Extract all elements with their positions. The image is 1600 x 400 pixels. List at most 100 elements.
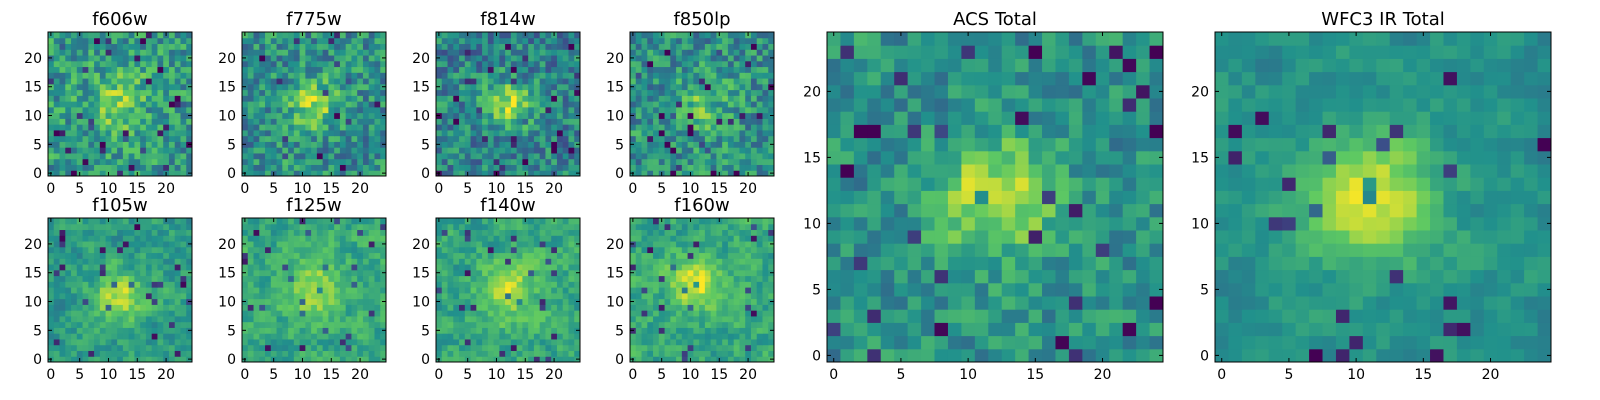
heatmap-cell	[568, 101, 575, 108]
heatmap-cell	[76, 43, 84, 50]
heatmap-cell	[168, 152, 176, 160]
heatmap-cell	[122, 338, 130, 346]
heatmap-cell	[151, 287, 158, 294]
heatmap-cell	[768, 106, 775, 114]
heatmap-cell	[168, 310, 176, 317]
heatmap-cell	[299, 141, 306, 148]
heatmap-cell	[99, 258, 107, 265]
heatmap-cell	[82, 315, 89, 323]
heatmap-cell	[82, 83, 89, 91]
heatmap-cell	[768, 78, 775, 85]
heatmap-cell	[762, 147, 769, 154]
heatmap-cell	[288, 321, 295, 328]
heatmap-cell	[516, 152, 523, 160]
heatmap-cell	[316, 275, 324, 282]
heatmap-cell	[247, 356, 255, 363]
heatmap-cell	[630, 304, 637, 311]
heatmap-cell	[351, 269, 358, 277]
heatmap-cell	[539, 264, 546, 271]
heatmap-cell	[482, 235, 489, 242]
heatmap-cell	[339, 246, 347, 254]
heatmap-cell	[722, 344, 729, 351]
heatmap-cell	[516, 95, 523, 102]
heatmap-cell	[305, 344, 312, 351]
heatmap-cell	[739, 321, 746, 328]
heatmap-cell	[322, 66, 329, 73]
heatmap-cell	[270, 310, 278, 317]
heatmap-cell	[635, 37, 643, 45]
heatmap-cell	[441, 43, 449, 50]
heatmap-cell	[436, 264, 443, 271]
heatmap-cell	[94, 298, 101, 305]
heatmap-cell	[545, 124, 552, 131]
heatmap-cell	[186, 275, 193, 282]
heatmap-cell	[328, 350, 335, 357]
heatmap-cell	[82, 32, 89, 39]
heatmap-cell	[311, 129, 318, 137]
heatmap-cell	[380, 333, 387, 340]
heatmap-cell	[476, 304, 483, 311]
heatmap-cell	[722, 287, 729, 294]
heatmap-cell	[476, 101, 483, 108]
heatmap-cell	[247, 264, 255, 271]
heatmap-cell	[163, 37, 170, 45]
heatmap-cell	[459, 124, 466, 131]
heatmap-cell	[380, 129, 387, 137]
heatmap-cell	[293, 118, 301, 125]
heatmap-cell	[157, 315, 164, 323]
heatmap-cell	[288, 124, 295, 131]
heatmap-cell	[510, 229, 518, 236]
heatmap-cell	[111, 135, 118, 142]
heatmap-cell	[647, 124, 654, 131]
heatmap-cell	[117, 72, 124, 79]
heatmap-cell	[168, 170, 176, 177]
heatmap-cell	[670, 333, 677, 340]
heatmap-cell	[693, 298, 700, 305]
heatmap-cell	[653, 37, 660, 45]
heatmap-cell	[140, 43, 147, 50]
heatmap-cell	[334, 141, 341, 148]
heatmap-cell	[664, 338, 671, 346]
heatmap-cell	[59, 315, 66, 323]
heatmap-cell	[556, 304, 564, 311]
heatmap-cell	[357, 252, 364, 259]
heatmap-cell	[117, 246, 124, 254]
heatmap-cell	[247, 60, 255, 68]
heatmap-cell	[288, 89, 295, 96]
heatmap-cell	[562, 106, 569, 114]
heatmap-cell	[357, 37, 364, 45]
heatmap-cell	[522, 101, 529, 108]
heatmap-cell	[681, 287, 689, 294]
heatmap-cell	[750, 83, 758, 91]
heatmap-cell	[247, 170, 255, 177]
heatmap-cell	[539, 72, 546, 79]
heatmap-cell	[276, 241, 283, 248]
heatmap-cell	[334, 218, 341, 225]
heatmap-cell	[476, 72, 483, 79]
heatmap-cell	[362, 32, 370, 39]
heatmap-cell	[687, 281, 694, 288]
heatmap-cell	[117, 164, 124, 171]
heatmap-cell	[59, 264, 66, 271]
heatmap-cell	[733, 275, 740, 282]
heatmap-cell	[88, 218, 95, 225]
heatmap-cell	[128, 258, 135, 265]
heatmap-cell	[447, 310, 454, 317]
heatmap-cell	[311, 321, 318, 328]
heatmap-cell	[459, 49, 466, 56]
heatmap-cell	[99, 235, 107, 242]
heatmap-cell	[88, 344, 95, 351]
heatmap-cell	[76, 315, 84, 323]
heatmap-cell	[316, 141, 324, 148]
heatmap-cell	[99, 72, 107, 79]
heatmap-cell	[299, 321, 306, 328]
heatmap-cell	[59, 152, 66, 160]
heatmap-cell	[311, 292, 318, 300]
heatmap-cell	[53, 43, 61, 50]
heatmap-cell	[305, 170, 312, 177]
heatmap-cell	[533, 218, 541, 225]
heatmap-cell	[322, 55, 329, 62]
heatmap-cell	[180, 304, 187, 311]
heatmap-cell	[556, 147, 564, 154]
